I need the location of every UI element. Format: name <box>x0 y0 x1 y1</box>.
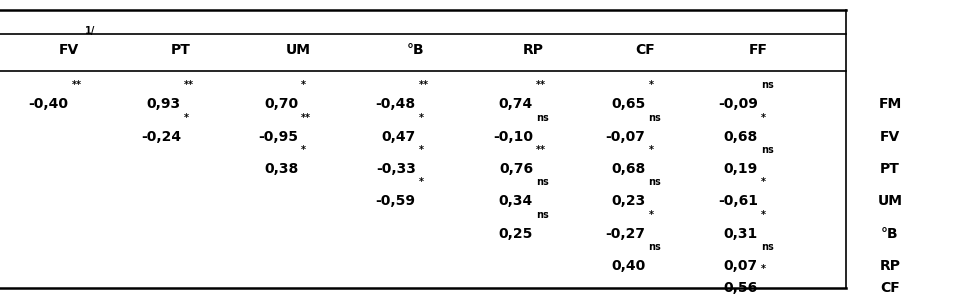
Text: 0,23: 0,23 <box>611 194 645 208</box>
Text: *: * <box>648 210 653 220</box>
Text: 0,19: 0,19 <box>723 162 757 176</box>
Text: PT: PT <box>879 162 899 176</box>
Text: 0,70: 0,70 <box>264 97 298 111</box>
Text: -0,24: -0,24 <box>141 130 181 144</box>
Text: ns: ns <box>535 210 548 220</box>
Text: 0,34: 0,34 <box>498 194 532 208</box>
Text: RP: RP <box>522 43 543 57</box>
Text: *: * <box>418 177 423 187</box>
Text: *: * <box>648 80 653 90</box>
Text: -0,09: -0,09 <box>717 97 757 111</box>
Text: *: * <box>760 264 765 274</box>
Text: FM: FM <box>877 97 901 111</box>
Text: *: * <box>760 113 765 123</box>
Text: 0,76: 0,76 <box>498 162 532 176</box>
Text: ns: ns <box>648 113 660 123</box>
Text: FV: FV <box>59 43 78 57</box>
Text: 0,47: 0,47 <box>381 130 415 144</box>
Text: 0,40: 0,40 <box>611 259 645 273</box>
Text: ns: ns <box>648 242 660 252</box>
Text: 0,07: 0,07 <box>723 259 757 273</box>
Text: -0,07: -0,07 <box>605 130 645 144</box>
Text: **: ** <box>184 80 193 90</box>
Text: -0,10: -0,10 <box>492 130 532 144</box>
Text: -0,48: -0,48 <box>375 97 415 111</box>
Text: °B: °B <box>880 227 898 241</box>
Text: -0,33: -0,33 <box>375 162 415 176</box>
Text: 0,31: 0,31 <box>723 227 757 241</box>
Text: **: ** <box>535 80 545 90</box>
Text: 0,38: 0,38 <box>264 162 298 176</box>
Text: *: * <box>301 145 306 155</box>
Text: *: * <box>760 210 765 220</box>
Text: -0,59: -0,59 <box>375 194 415 208</box>
Text: 0,93: 0,93 <box>147 97 181 111</box>
Text: CF: CF <box>635 43 655 57</box>
Text: 0,65: 0,65 <box>611 97 645 111</box>
Text: -0,27: -0,27 <box>605 227 645 241</box>
Text: °B: °B <box>406 43 424 57</box>
Text: UM: UM <box>876 194 902 208</box>
Text: -0,95: -0,95 <box>258 130 298 144</box>
Text: 0,68: 0,68 <box>611 162 645 176</box>
Text: **: ** <box>301 113 311 123</box>
Text: -0,61: -0,61 <box>717 194 757 208</box>
Text: **: ** <box>418 80 428 90</box>
Text: ns: ns <box>535 113 548 123</box>
Text: **: ** <box>535 145 545 155</box>
Text: UM: UM <box>285 43 311 57</box>
Text: 0,56: 0,56 <box>723 281 757 294</box>
Text: **: ** <box>71 80 81 90</box>
Text: PT: PT <box>171 43 191 57</box>
Text: FF: FF <box>747 43 767 57</box>
Text: 0,74: 0,74 <box>498 97 532 111</box>
Text: ns: ns <box>760 242 773 252</box>
Text: ns: ns <box>760 145 773 155</box>
Text: *: * <box>760 177 765 187</box>
Text: *: * <box>648 145 653 155</box>
Text: ns: ns <box>535 177 548 187</box>
Text: 0,68: 0,68 <box>723 130 757 144</box>
Text: 0,25: 0,25 <box>498 227 532 241</box>
Text: 1/: 1/ <box>85 26 95 36</box>
Text: FV: FV <box>879 130 899 144</box>
Text: *: * <box>418 145 423 155</box>
Text: ns: ns <box>648 177 660 187</box>
Text: -0,40: -0,40 <box>28 97 68 111</box>
Text: RP: RP <box>878 259 900 273</box>
Text: CF: CF <box>879 281 899 294</box>
Text: *: * <box>184 113 189 123</box>
Text: ns: ns <box>760 80 773 90</box>
Text: *: * <box>301 80 306 90</box>
Text: *: * <box>418 113 423 123</box>
